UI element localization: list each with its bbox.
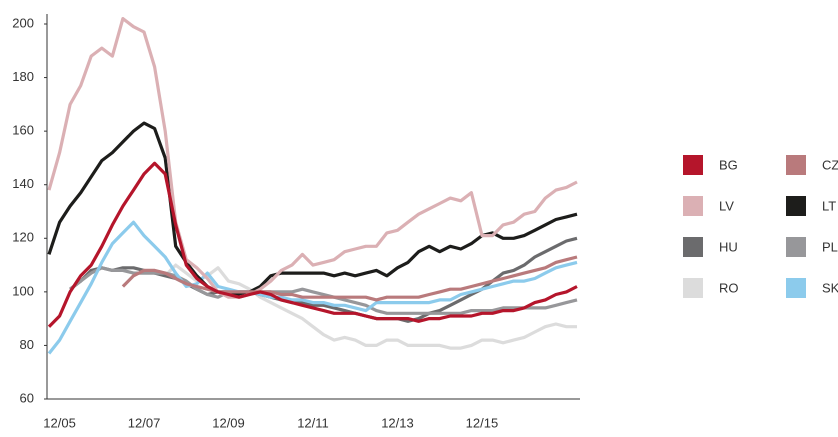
legend-swatch [683, 237, 703, 257]
legend-swatch [683, 196, 703, 216]
series-line [121, 255, 578, 302]
legend-swatch [786, 155, 806, 175]
series-line [47, 220, 578, 355]
y-tick-label: 120 [12, 230, 34, 245]
x-tick-label: 12/13 [381, 415, 414, 430]
legend-label: PL [822, 239, 838, 254]
series-line [47, 121, 578, 297]
x-tick-label: 12/07 [128, 415, 161, 430]
legend-swatch [683, 155, 703, 175]
x-tick-label: 12/09 [212, 415, 245, 430]
x-tick-label: 12/05 [43, 415, 76, 430]
series-line [164, 263, 577, 350]
legend-label: HU [719, 239, 738, 254]
y-tick-label: 160 [12, 123, 34, 138]
legend-label: BG [719, 157, 738, 172]
legend-swatch [786, 278, 806, 298]
y-tick-label: 180 [12, 69, 34, 84]
y-tick-label: 200 [12, 15, 34, 30]
y-tick-label: 60 [20, 390, 34, 405]
y-tick-label: 140 [12, 176, 34, 191]
series-line [47, 161, 578, 328]
x-tick-label: 12/15 [466, 415, 499, 430]
series-line [69, 266, 578, 315]
series-line [47, 17, 578, 299]
legend-swatch [786, 196, 806, 216]
x-tick-label: 12/11 [297, 415, 329, 430]
legend-label: SK [822, 280, 838, 295]
y-tick-label: 100 [12, 283, 34, 298]
legend-label: CZ [822, 157, 838, 172]
y-tick-label: 80 [20, 337, 34, 352]
legend-label: RO [719, 280, 739, 295]
legend-swatch [786, 237, 806, 257]
legend-swatch [683, 278, 703, 298]
legend-label: LT [822, 198, 836, 213]
legend-label: LV [719, 198, 734, 213]
